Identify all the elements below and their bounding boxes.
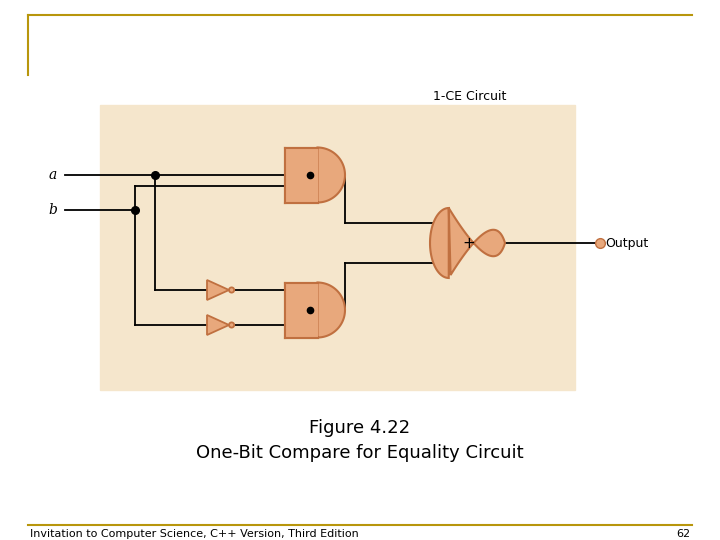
Polygon shape bbox=[318, 147, 345, 202]
Text: Output: Output bbox=[605, 237, 648, 249]
Text: a: a bbox=[49, 168, 57, 182]
Polygon shape bbox=[285, 147, 318, 202]
Polygon shape bbox=[285, 282, 318, 338]
Text: b: b bbox=[48, 203, 57, 217]
Text: 1-CE Circuit: 1-CE Circuit bbox=[433, 91, 507, 104]
Polygon shape bbox=[318, 282, 345, 338]
Text: +: + bbox=[463, 235, 475, 251]
Text: Invitation to Computer Science, C++ Version, Third Edition: Invitation to Computer Science, C++ Vers… bbox=[30, 529, 359, 539]
Text: Figure 4.22: Figure 4.22 bbox=[310, 419, 410, 437]
Text: One-Bit Compare for Equality Circuit: One-Bit Compare for Equality Circuit bbox=[196, 444, 524, 462]
Polygon shape bbox=[430, 208, 505, 278]
Polygon shape bbox=[285, 147, 318, 202]
Polygon shape bbox=[207, 280, 229, 300]
Polygon shape bbox=[207, 315, 229, 335]
Circle shape bbox=[229, 322, 234, 328]
FancyBboxPatch shape bbox=[100, 105, 575, 390]
Polygon shape bbox=[285, 282, 318, 338]
Circle shape bbox=[229, 287, 234, 293]
Text: 62: 62 bbox=[676, 529, 690, 539]
